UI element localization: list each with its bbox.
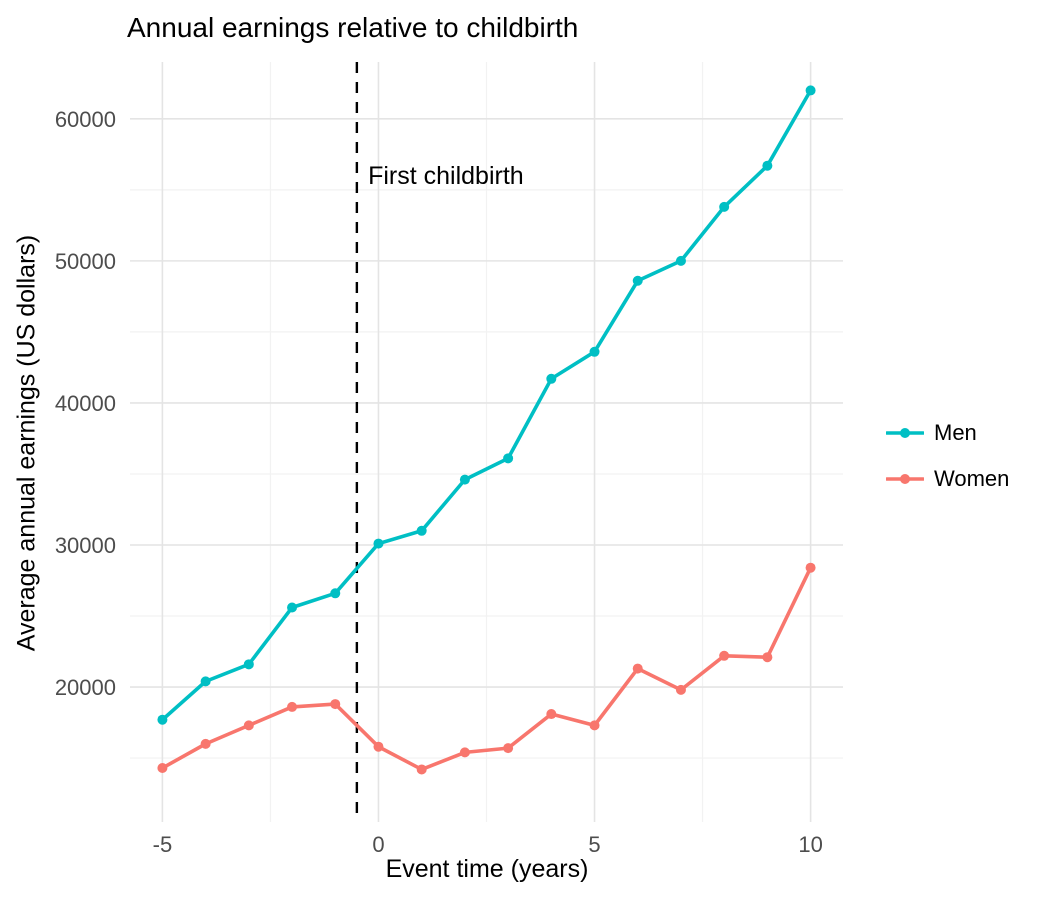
legend-label-men: Men [934,420,977,445]
women-series-point [546,709,557,720]
x-tick-label: 10 [798,832,822,857]
men-series-point [459,474,470,485]
women-series-point [243,720,254,731]
women-series-point [459,747,470,758]
men-series-point [373,538,384,549]
men-series-point [589,346,600,357]
women-series-point [589,720,600,731]
women-series-point [157,763,168,774]
legend-item-men: Men [886,420,1009,446]
y-tick-label: 20000 [55,675,116,700]
men-legend-key-icon [886,428,924,438]
men-series-point [330,588,341,599]
men-series-point [243,659,254,670]
women-series-point [762,652,773,663]
chart-title: Annual earnings relative to childbirth [127,12,579,43]
men-series-point [200,676,211,687]
men-series-point [762,160,773,171]
women-series-point [719,650,730,661]
y-tick-label: 60000 [55,107,116,132]
legend-label-women: Women [934,466,1010,491]
men-series-line [160,88,813,722]
x-tick-label: 5 [588,832,600,857]
x-tick-label: 0 [372,832,384,857]
legend: Men Women [886,420,1009,492]
women-series-point [503,743,514,754]
women-series-point [200,738,211,749]
men-series-point [719,201,730,212]
men-series-point [805,85,816,96]
x-axis-title: Event time (years) [385,855,589,883]
women-series-line [160,565,813,772]
x-tick-label: -5 [153,832,173,857]
childbirth-annotation: First childbirth [368,162,524,190]
women-series-point [805,562,816,573]
men-series-point [157,714,168,725]
y-tick-label: 50000 [55,249,116,274]
men-series-point [546,373,557,384]
women-series-point [287,701,298,712]
women-series-point [632,663,643,674]
men-series-point [416,525,427,536]
women-series-point [373,741,384,752]
women-series-point [675,684,686,695]
men-series-point [675,255,686,266]
women-series-point [416,764,427,775]
legend-item-women: Women [886,466,1009,492]
y-tick-label: 40000 [55,391,116,416]
y-tick-label: 30000 [55,533,116,558]
men-series-point [287,602,298,613]
men-series-point [632,275,643,286]
men-series-point [503,453,514,464]
women-series-point [330,699,341,710]
women-legend-key-icon [886,474,924,484]
